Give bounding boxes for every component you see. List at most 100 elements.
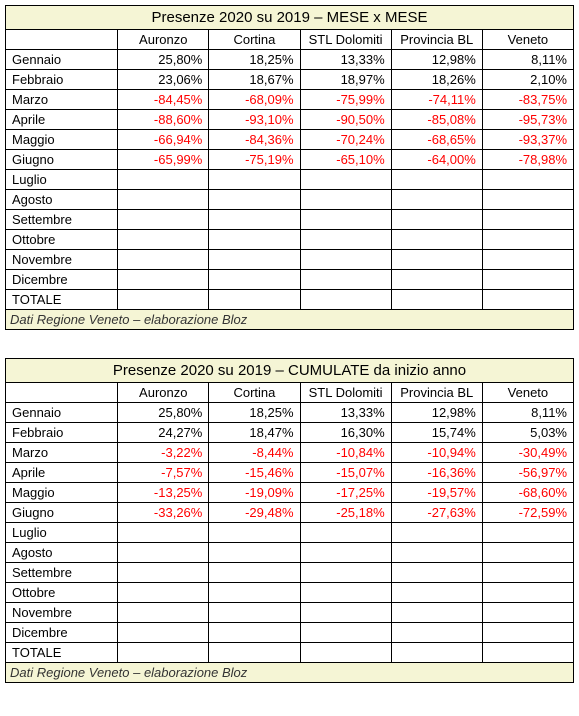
value-cell — [118, 230, 209, 250]
value-cell — [300, 623, 391, 643]
value-cell — [391, 643, 482, 663]
column-header: STL Dolomiti — [300, 383, 391, 403]
value-cell — [300, 603, 391, 623]
value-cell: 13,33% — [300, 50, 391, 70]
value-cell — [209, 170, 300, 190]
value-cell: -68,60% — [482, 483, 573, 503]
month-cell: Maggio — [6, 483, 118, 503]
value-cell — [118, 543, 209, 563]
month-cell: Ottobre — [6, 230, 118, 250]
value-cell — [482, 190, 573, 210]
value-cell — [482, 170, 573, 190]
value-cell — [482, 230, 573, 250]
value-cell: -15,07% — [300, 463, 391, 483]
table-row: Gennaio25,80%18,25%13,33%12,98%8,11% — [6, 50, 574, 70]
table-row: Marzo-3,22%-8,44%-10,84%-10,94%-30,49% — [6, 443, 574, 463]
value-cell — [391, 210, 482, 230]
value-cell — [300, 210, 391, 230]
table-row: Ottobre — [6, 230, 574, 250]
table-title: Presenze 2020 su 2019 – CUMULATE da iniz… — [6, 359, 574, 383]
value-cell: -19,09% — [209, 483, 300, 503]
value-cell: 12,98% — [391, 403, 482, 423]
value-cell: -29,48% — [209, 503, 300, 523]
value-cell — [300, 523, 391, 543]
value-cell: -85,08% — [391, 110, 482, 130]
month-cell: Febbraio — [6, 423, 118, 443]
column-header: Auronzo — [118, 30, 209, 50]
value-cell — [209, 190, 300, 210]
month-cell: Giugno — [6, 150, 118, 170]
value-cell — [118, 270, 209, 290]
value-cell: 12,98% — [391, 50, 482, 70]
header-blank — [6, 30, 118, 50]
value-cell — [391, 543, 482, 563]
value-cell: -8,44% — [209, 443, 300, 463]
value-cell — [391, 583, 482, 603]
value-cell: 18,47% — [209, 423, 300, 443]
comparison-table-0: Presenze 2020 su 2019 – MESE x MESEAuron… — [5, 5, 574, 330]
value-cell: 8,11% — [482, 403, 573, 423]
table-footer: Dati Regione Veneto – elaborazione Bloz — [6, 663, 574, 683]
table-row: Febbraio23,06%18,67%18,97%18,26%2,10% — [6, 70, 574, 90]
value-cell — [300, 170, 391, 190]
month-cell: Settembre — [6, 563, 118, 583]
value-cell — [391, 623, 482, 643]
value-cell: 25,80% — [118, 403, 209, 423]
value-cell — [209, 603, 300, 623]
value-cell: -75,19% — [209, 150, 300, 170]
value-cell — [118, 603, 209, 623]
value-cell: 13,33% — [300, 403, 391, 423]
value-cell — [209, 543, 300, 563]
value-cell: -75,99% — [300, 90, 391, 110]
value-cell — [118, 170, 209, 190]
value-cell: -56,97% — [482, 463, 573, 483]
month-cell: Dicembre — [6, 270, 118, 290]
value-cell: 8,11% — [482, 50, 573, 70]
value-cell — [482, 623, 573, 643]
value-cell — [482, 563, 573, 583]
value-cell — [300, 270, 391, 290]
value-cell — [391, 190, 482, 210]
month-cell: Ottobre — [6, 583, 118, 603]
value-cell: 24,27% — [118, 423, 209, 443]
table-row: Novembre — [6, 603, 574, 623]
value-cell — [300, 190, 391, 210]
column-header: Provincia BL — [391, 383, 482, 403]
table-row: Maggio-13,25%-19,09%-17,25%-19,57%-68,60… — [6, 483, 574, 503]
value-cell — [391, 563, 482, 583]
month-cell: Novembre — [6, 250, 118, 270]
value-cell — [209, 643, 300, 663]
month-cell: Agosto — [6, 543, 118, 563]
value-cell: -84,36% — [209, 130, 300, 150]
value-cell: -90,50% — [300, 110, 391, 130]
value-cell: 18,97% — [300, 70, 391, 90]
value-cell — [209, 210, 300, 230]
table-row: Agosto — [6, 190, 574, 210]
value-cell — [482, 290, 573, 310]
value-cell: -27,63% — [391, 503, 482, 523]
column-header: Veneto — [482, 383, 573, 403]
value-cell: 18,26% — [391, 70, 482, 90]
table-row: Dicembre — [6, 270, 574, 290]
value-cell: -83,75% — [482, 90, 573, 110]
value-cell — [300, 583, 391, 603]
table-row: Dicembre — [6, 623, 574, 643]
month-cell: Marzo — [6, 90, 118, 110]
table-row: TOTALE — [6, 643, 574, 663]
value-cell — [482, 270, 573, 290]
value-cell: -68,65% — [391, 130, 482, 150]
column-header: STL Dolomiti — [300, 30, 391, 50]
value-cell: -10,94% — [391, 443, 482, 463]
value-cell — [118, 583, 209, 603]
table-row: Aprile-88,60%-93,10%-90,50%-85,08%-95,73… — [6, 110, 574, 130]
table-row: Luglio — [6, 523, 574, 543]
value-cell: -15,46% — [209, 463, 300, 483]
value-cell — [391, 250, 482, 270]
table-footer: Dati Regione Veneto – elaborazione Bloz — [6, 310, 574, 330]
value-cell — [391, 270, 482, 290]
column-header: Veneto — [482, 30, 573, 50]
value-cell: -84,45% — [118, 90, 209, 110]
value-cell: -33,26% — [118, 503, 209, 523]
value-cell: 23,06% — [118, 70, 209, 90]
value-cell — [391, 290, 482, 310]
